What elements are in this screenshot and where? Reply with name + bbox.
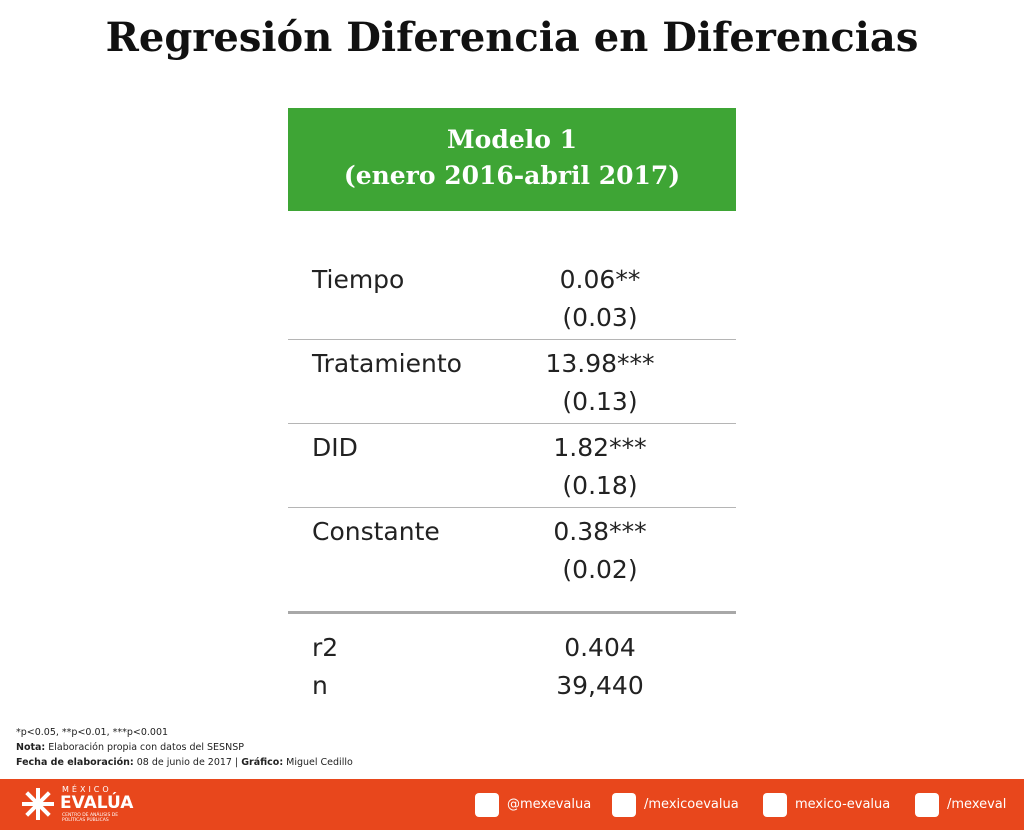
- stat-label: n: [312, 671, 328, 700]
- social-link[interactable]: /mexicoevalua: [644, 797, 739, 812]
- title: Regresión Diferencia en Diferencias: [105, 14, 919, 61]
- stat-value: 39,440: [556, 671, 644, 700]
- footer-bar: [0, 779, 1024, 830]
- row-value: 0.38***: [553, 517, 647, 546]
- row-label: Tratamiento: [312, 349, 462, 378]
- date-note: Fecha de elaboración: 08 de junio de 201…: [16, 757, 353, 768]
- social-icon: [915, 793, 939, 817]
- note-label: Nota:: [16, 742, 46, 753]
- stat-label: r2: [312, 633, 339, 662]
- note-text: Elaboración propia con datos del SESNSP: [45, 742, 244, 753]
- stat-value: 0.404: [564, 633, 636, 662]
- row-separator: [288, 423, 736, 424]
- stats-separator: [288, 611, 736, 614]
- model-header: Modelo 1 (enero 2016-abril 2017): [288, 108, 736, 211]
- social-icon: [612, 793, 636, 817]
- logo-top: MÉXICO: [62, 785, 112, 794]
- row-label: DID: [312, 433, 358, 462]
- row-label: Constante: [312, 517, 440, 546]
- author-text: Miguel Cedillo: [283, 757, 353, 768]
- logo-main: EVALÚA: [60, 793, 134, 813]
- social-icon: [475, 793, 499, 817]
- row-separator: [288, 507, 736, 508]
- row-value: 0.06**: [559, 265, 641, 294]
- model-period: (enero 2016-abril 2017): [343, 161, 681, 190]
- social-link[interactable]: mexico-evalua: [795, 797, 891, 812]
- author-label: Gráfico:: [241, 757, 284, 768]
- row-se: (0.18): [562, 471, 638, 500]
- row-label: Tiempo: [312, 265, 405, 294]
- logo-icon: [22, 788, 54, 820]
- row-separator: [288, 339, 736, 340]
- row-se: (0.02): [562, 555, 638, 584]
- row-se: (0.13): [562, 387, 638, 416]
- social-icon: [763, 793, 787, 817]
- row-value: 1.82***: [553, 433, 647, 462]
- date-label: Fecha de elaboración:: [16, 757, 134, 768]
- date-text: 08 de junio de 2017 |: [133, 757, 242, 768]
- social-link[interactable]: @mexevalua: [507, 797, 592, 812]
- row-se: (0.03): [562, 303, 638, 332]
- model-name: Modelo 1: [446, 125, 577, 154]
- source-note: Nota: Elaboración propia con datos del S…: [16, 742, 244, 753]
- significance-note: *p<0.05, **p<0.01, ***p<0.001: [16, 727, 169, 738]
- row-value: 13.98***: [545, 349, 655, 378]
- logo-sub: CENTRO DE ANÁLISIS DE POLÍTICAS PÚBLICAS: [62, 813, 119, 823]
- social-link[interactable]: /mexeval: [947, 797, 1007, 812]
